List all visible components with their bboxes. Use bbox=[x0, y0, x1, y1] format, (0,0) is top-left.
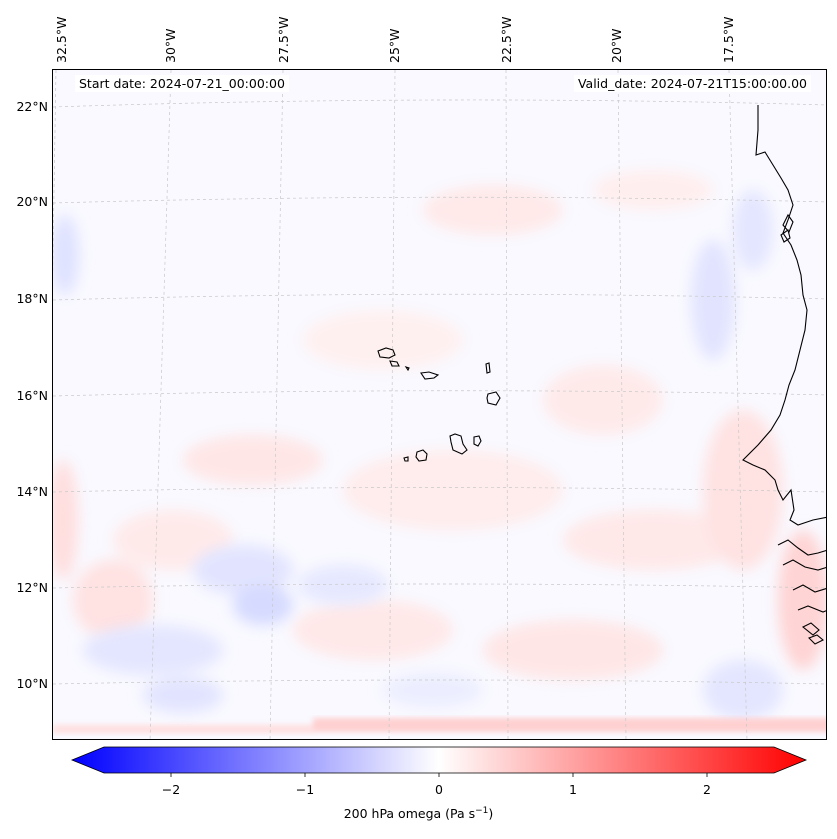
lat-label-16n: 16°N bbox=[16, 388, 48, 403]
island-santo-antao bbox=[377, 347, 396, 359]
lon-label-25w: 25°W bbox=[387, 28, 402, 63]
island-boa-vista bbox=[486, 391, 501, 406]
start-date-label: Start date: 2024-07-21_00:00:00 bbox=[75, 75, 289, 92]
gridline-lon-25 bbox=[388, 70, 396, 739]
boundary-band bbox=[53, 718, 826, 733]
coastline-guinea-bissau bbox=[792, 584, 826, 593]
colorbar-ticks bbox=[170, 773, 708, 777]
negative-omega-patches bbox=[53, 190, 783, 720]
coastline-gambia bbox=[777, 539, 826, 556]
coastline-bijagos bbox=[797, 605, 826, 613]
island-sao-nicolau bbox=[420, 371, 440, 380]
cb-tick-label-minus2: −2 bbox=[161, 782, 181, 797]
positive-omega-patches bbox=[53, 170, 826, 680]
island-santiago bbox=[449, 433, 468, 455]
gridline-lat-18 bbox=[53, 293, 826, 301]
island-maio bbox=[473, 435, 482, 447]
lon-label-30w: 30°W bbox=[163, 28, 178, 63]
gridline-lat-16 bbox=[53, 390, 826, 397]
gridline-lat-10 bbox=[53, 679, 826, 685]
cb-tick-label-2: 2 bbox=[703, 782, 711, 797]
colorbar-gradient bbox=[70, 746, 808, 774]
island-santa-luzia bbox=[404, 365, 410, 372]
african-coastline bbox=[742, 105, 826, 645]
gridline-lat-12 bbox=[53, 583, 826, 589]
cb-tick-label-1: 1 bbox=[569, 782, 577, 797]
gridline-lon-17-5 bbox=[728, 70, 748, 739]
lon-label-20w: 20°W bbox=[609, 28, 624, 63]
gridlines bbox=[53, 70, 826, 739]
gridline-lat-20 bbox=[53, 196, 826, 204]
island-fogo bbox=[415, 449, 428, 462]
gridline-lat-14 bbox=[53, 487, 826, 493]
cape-verde-islands bbox=[377, 347, 501, 462]
gridline-lon-30 bbox=[149, 70, 172, 739]
gridline-lon-20 bbox=[617, 70, 627, 739]
lat-label-14n: 14°N bbox=[16, 484, 48, 499]
lat-label-12n: 12°N bbox=[16, 580, 48, 595]
island-sao-vicente bbox=[389, 360, 400, 367]
coast-inlet-1 bbox=[782, 213, 794, 234]
island-bijagos-1 bbox=[801, 622, 820, 636]
lat-label-22n: 22°N bbox=[16, 99, 48, 114]
omega-field-map bbox=[53, 70, 826, 739]
lat-label-18n: 18°N bbox=[16, 291, 48, 306]
lon-label-17-5w: 17.5°W bbox=[721, 16, 736, 63]
lon-label-32-5w: 32.5°W bbox=[54, 16, 69, 63]
island-bijagos-2 bbox=[808, 634, 824, 645]
gridline-lon-27-5 bbox=[269, 70, 284, 739]
gridline-lon-22-5 bbox=[505, 70, 509, 739]
cb-tick-label-minus1: −1 bbox=[295, 782, 315, 797]
cb-tick-label-0: 0 bbox=[435, 782, 443, 797]
colorbar-label: 200 hPa omega (Pa s−1) bbox=[343, 806, 494, 822]
island-sal bbox=[485, 362, 491, 374]
coast-inlet-2 bbox=[780, 229, 791, 243]
map-panel[interactable] bbox=[52, 69, 827, 740]
gridline-lat-22 bbox=[53, 99, 826, 108]
lat-label-10n: 10°N bbox=[16, 676, 48, 691]
lat-label-20n: 20°N bbox=[16, 194, 48, 209]
coastline-main bbox=[742, 105, 826, 526]
lon-label-22-5w: 22.5°W bbox=[499, 16, 514, 63]
island-brava bbox=[403, 456, 409, 462]
lon-label-27-5w: 27.5°W bbox=[276, 16, 291, 63]
coastline-casamance bbox=[782, 559, 826, 571]
valid-date-label: Valid_date: 2024-07-21T15:00:00.00 bbox=[573, 75, 811, 92]
